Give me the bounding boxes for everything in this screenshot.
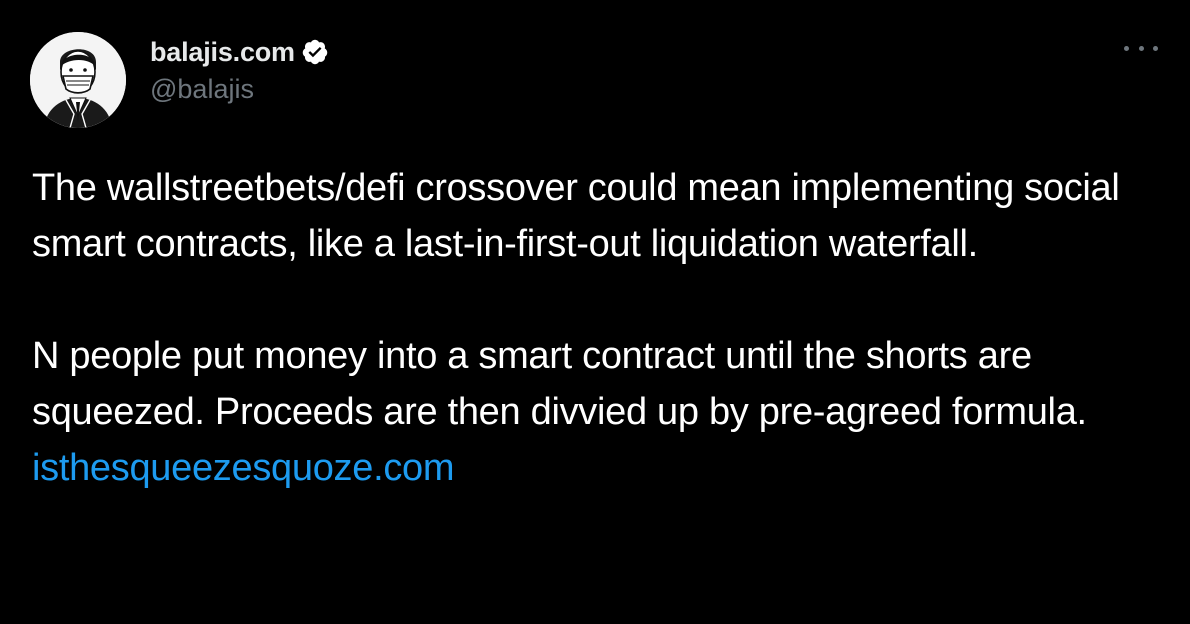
verified-badge-icon xyxy=(301,38,329,66)
tweet-link[interactable]: isthesqueezesquoze.com xyxy=(32,447,455,489)
dot-icon xyxy=(1138,45,1144,51)
avatar-illustration xyxy=(30,32,126,128)
author-name-row: balajis.com xyxy=(150,34,329,70)
avatar[interactable] xyxy=(30,32,126,128)
display-name[interactable]: balajis.com xyxy=(150,36,295,67)
tweet-paragraph-2: N people put money into a smart contract… xyxy=(32,335,1087,433)
tweet-text: The wallstreetbets/defi crossover could … xyxy=(32,160,1162,496)
author-handle[interactable]: @balajis xyxy=(150,74,254,104)
tweet-paragraph-1: The wallstreetbets/defi crossover could … xyxy=(32,167,1120,265)
dot-icon xyxy=(1124,45,1129,51)
dot-icon xyxy=(1153,45,1158,51)
more-options-icon[interactable] xyxy=(1124,38,1158,58)
